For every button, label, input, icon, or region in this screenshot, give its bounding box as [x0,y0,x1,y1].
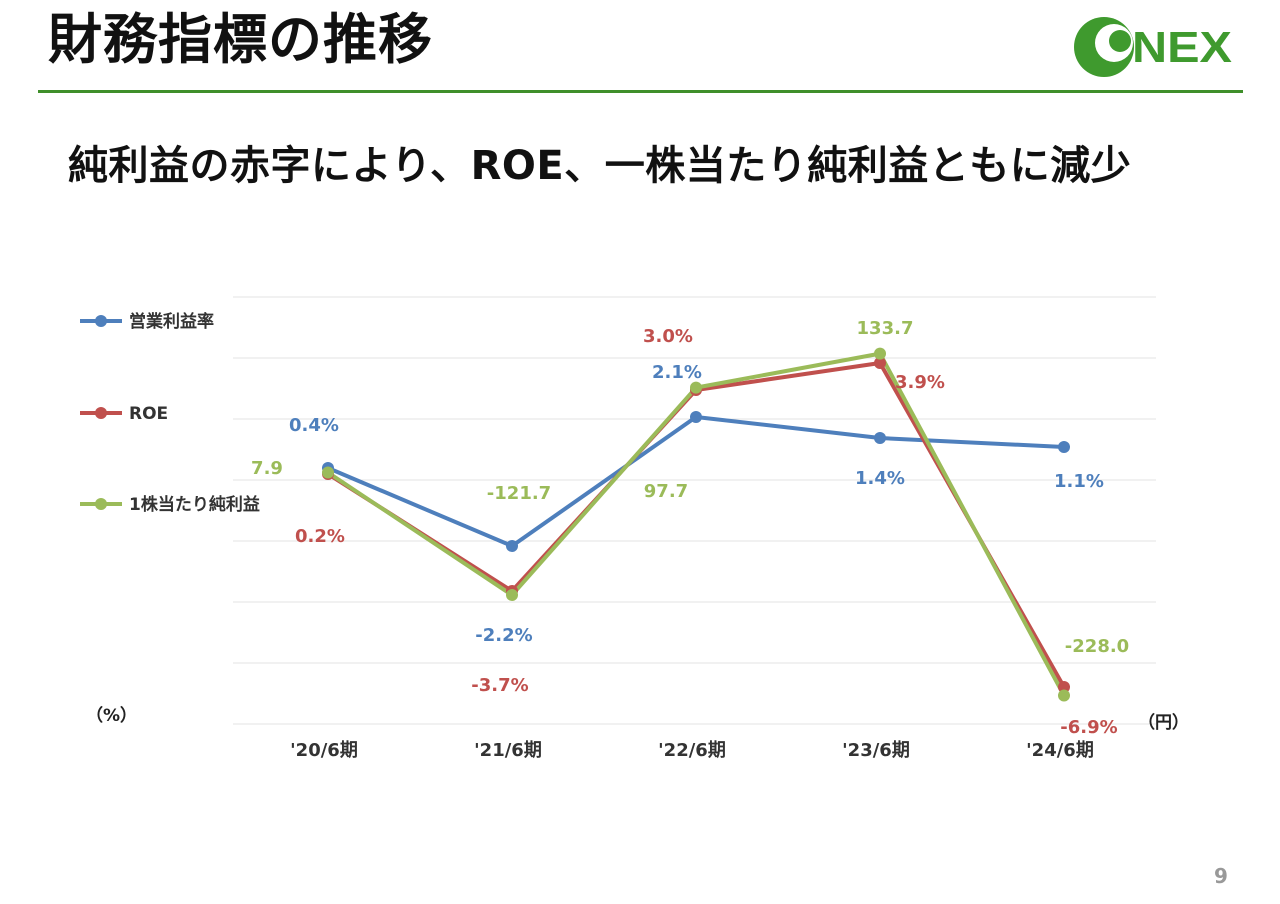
legend-marker [95,498,107,510]
data-label: 3.9% [895,372,945,393]
series-line-3 [326,351,1066,697]
right-axis-unit: （円） [1138,712,1189,733]
x-axis-tick-label: '22/6期 [658,740,726,761]
x-axis-tick-label: '24/6期 [1026,740,1094,761]
data-point [1058,681,1070,693]
data-point [874,357,886,369]
x-axis-tick-label: '20/6期 [290,740,358,761]
data-label: -228.0 [1065,636,1129,657]
data-point [506,540,518,552]
page-number: 9 [1214,864,1228,888]
legend-label: 1株当たり純利益 [129,494,260,515]
data-label: 7.9 [251,458,283,479]
chart-data-labels: 0.4% -2.2% 2.1% 1.4% 1.1% 0.2% -3.7% 3.0% 3.9% -6… [251,318,1129,738]
data-point [874,347,886,360]
data-label: 1.4% [855,468,905,489]
data-label: 97.7 [644,481,688,502]
data-label: 3.0% [643,326,693,347]
data-label: 1.1% [1054,471,1104,492]
chart-x-axis-labels: '20/6期 '21/6期 '22/6期 '23/6期 '24/6期 [290,740,1094,761]
data-point [874,432,886,444]
data-point [506,589,518,602]
data-label: -3.7% [471,675,528,696]
data-label: 133.7 [857,318,914,339]
chart-series-points [322,347,1070,702]
title-divider [38,90,1243,93]
data-label: -2.2% [475,625,532,646]
page-title: 財務指標の推移 [48,8,433,71]
legend-label: ROE [129,404,168,424]
data-point [322,466,334,479]
data-point [690,381,702,394]
logo-text: NEX [1132,23,1232,72]
slide-subtitle: 純利益の赤字により、ROE、一株当たり純利益ともに減少 [68,143,1132,189]
data-label: 0.4% [289,415,339,436]
chart-grid [233,296,1156,725]
x-axis-tick-label: '21/6期 [474,740,542,761]
data-point [690,411,702,423]
company-logo: NEX [1074,17,1232,77]
data-label: 0.2% [295,526,345,547]
legend-marker [95,407,107,419]
x-axis-tick-label: '23/6期 [842,740,910,761]
legend-label: 営業利益率 [129,311,214,332]
data-label: -6.9% [1060,717,1117,738]
chart-series-lines [326,351,1066,697]
left-axis-unit: （%） [86,705,137,726]
data-point [1058,441,1070,453]
data-label: 2.1% [652,362,702,383]
series-line-1 [327,415,1065,548]
data-label: -121.7 [487,483,551,504]
data-point [1058,689,1070,702]
legend-marker [95,315,107,327]
chart-legend: 営業利益率 ROE 1株当たり純利益 [80,311,260,515]
